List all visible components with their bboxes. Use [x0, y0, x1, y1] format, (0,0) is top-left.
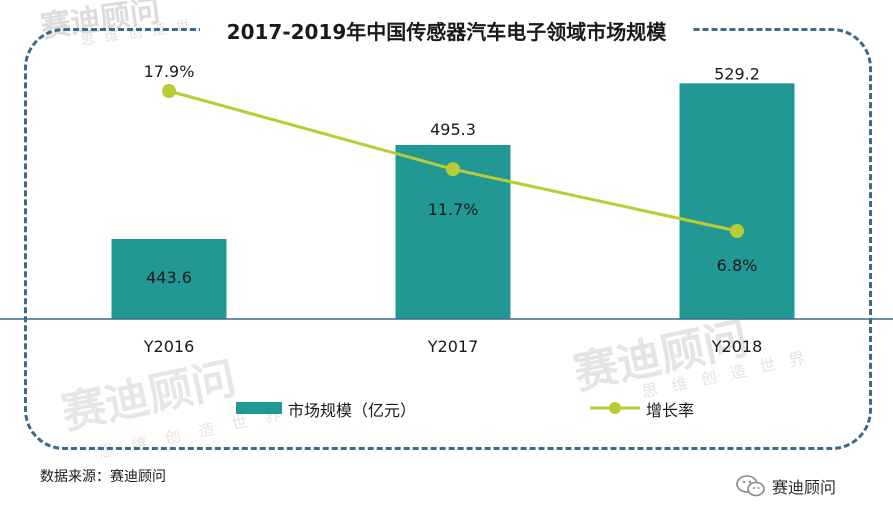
- bar-value-label: 529.2: [714, 64, 760, 83]
- data-source: 数据来源：赛迪顾问: [40, 469, 166, 485]
- growth-rate-label: 17.9%: [144, 62, 195, 81]
- bar-value-label: 443.6: [146, 268, 192, 287]
- growth-rate-point: [730, 224, 744, 238]
- legend-label-line: 增长率: [646, 401, 695, 420]
- bar-Y2016: [111, 239, 227, 319]
- wechat-icon: [736, 475, 765, 497]
- growth-rate-label: 11.7%: [428, 200, 479, 219]
- growth-rate-point: [446, 162, 460, 177]
- growth-rate-point: [162, 84, 176, 98]
- brand-badge: 赛迪顾问: [736, 474, 836, 498]
- brand-name: 赛迪顾问: [772, 478, 837, 497]
- legend-label-bar: 市场规模（亿元）: [288, 401, 417, 420]
- growth-rate-label: 6.8%: [717, 256, 758, 275]
- bar-value-label: 495.3: [430, 120, 476, 139]
- x-tick-label: Y2018: [711, 337, 763, 356]
- bar-Y2018: [679, 83, 795, 319]
- legend-swatch-line: [590, 402, 640, 414]
- chart-title: 2017-2019年中国传感器汽车电子领域市场规模: [200, 14, 693, 50]
- x-tick-label: Y2016: [143, 337, 195, 356]
- x-tick-label: Y2017: [427, 337, 479, 356]
- legend-swatch-bar: [236, 402, 282, 414]
